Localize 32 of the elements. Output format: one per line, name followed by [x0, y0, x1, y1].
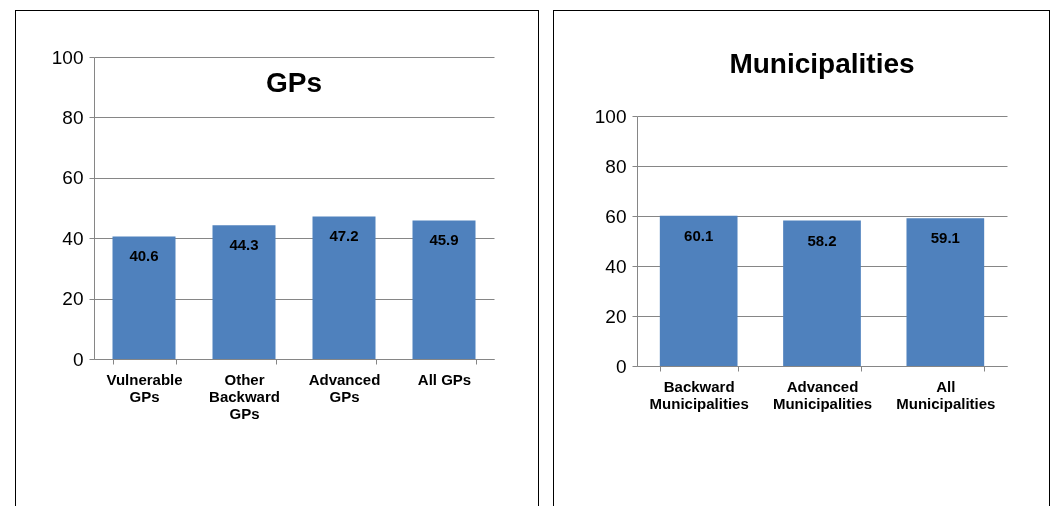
x-tick-label: Advanced GPs	[308, 370, 381, 405]
y-tick-label: 60	[605, 205, 627, 227]
data-label: 59.1	[930, 229, 960, 247]
y-tick-label: 40	[605, 255, 627, 277]
y-tick-label: 20	[62, 288, 84, 310]
data-label: 58.2	[807, 231, 837, 249]
y-tick-label: 100	[594, 105, 627, 127]
bar	[412, 220, 476, 359]
y-tick-label: 80	[62, 106, 84, 128]
x-tick-label: All GPs	[417, 370, 472, 388]
x-tick-label: All Municipalities	[896, 377, 996, 412]
x-tick-label: Backward Municipalities	[649, 377, 749, 412]
y-tick-label: 40	[62, 227, 84, 249]
x-tick-label: Vulnerable GPs	[106, 370, 183, 405]
bar	[112, 236, 176, 359]
data-label: 40.6	[129, 247, 159, 265]
bar	[212, 225, 276, 359]
y-tick-label: 20	[605, 305, 627, 327]
chart-title: GPs	[265, 67, 323, 98]
y-tick-label: 0	[72, 348, 84, 370]
x-tick-label: Advanced Municipalities	[772, 377, 873, 412]
y-tick-label: 100	[51, 46, 84, 68]
data-label: 47.2	[329, 227, 359, 245]
y-tick-label: 0	[615, 355, 627, 377]
data-label: 45.9	[429, 231, 459, 249]
y-tick-label: 80	[605, 155, 627, 177]
chart-title: Municipalities	[729, 48, 915, 79]
y-tick-label: 60	[62, 167, 84, 189]
data-label: 60.1	[684, 226, 714, 244]
x-tick-label: Other Backward GPs	[209, 370, 280, 422]
data-label: 44.3	[229, 236, 259, 254]
bar	[312, 216, 376, 359]
